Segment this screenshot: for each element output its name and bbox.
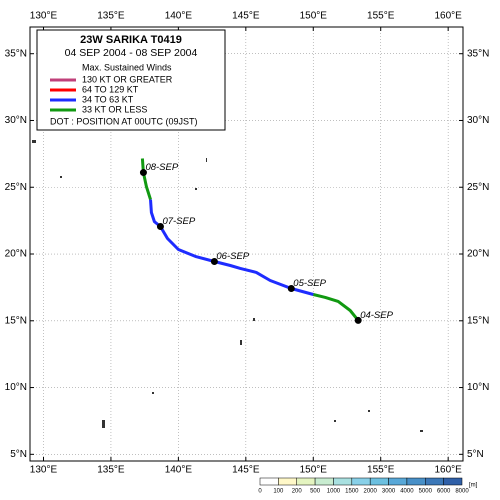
position-dot — [354, 316, 362, 324]
x-tick-label: 160°E — [434, 465, 462, 476]
y-tick-label: 35°N — [5, 48, 27, 59]
position-dot — [139, 169, 147, 177]
position-label: 05-SEP — [293, 278, 326, 289]
x-tick-label: 160°E — [434, 11, 462, 22]
legend-heading: Max. Sustained Winds — [82, 62, 172, 72]
colorbar: 0 100 200 500 1000 1500 2000 3000 4000 5000 6000 80… — [258, 477, 478, 495]
colorbar-cell — [406, 477, 426, 486]
y-tick-label: 5°N — [10, 449, 27, 460]
x-tick-label: 145°E — [232, 465, 260, 476]
legend-label: 130 KT OR GREATER — [82, 74, 173, 84]
position-dot — [287, 284, 295, 292]
colorbar-label: 4000 — [400, 489, 414, 495]
x-tick-label: 140°E — [165, 11, 193, 22]
y-tick-label: 25°N — [467, 182, 489, 193]
colorbar-label: 1000 — [327, 489, 341, 495]
colorbar-cell — [259, 477, 279, 486]
colorbar-cell — [314, 477, 334, 486]
colorbar-label: 500 — [310, 489, 321, 495]
x-tick-label: 130°E — [30, 11, 58, 22]
position-label: 04-SEP — [360, 310, 393, 321]
colorbar-cell — [388, 477, 408, 486]
y-tick-label: 10°N — [5, 382, 27, 393]
y-tick-label: 15°N — [467, 315, 489, 326]
colorbar-label: 0 — [258, 489, 262, 495]
colorbar-cell — [425, 477, 444, 486]
islands — [32, 140, 423, 432]
x-tick-label: 150°E — [300, 11, 328, 22]
colorbar-cell — [278, 477, 297, 486]
position-label: 08-SEP — [145, 162, 178, 173]
island — [334, 420, 336, 422]
island — [60, 176, 62, 178]
track: 04-SEP 05-SEP 06-SEP 07-SEP 08-SEP — [139, 158, 394, 324]
colorbar-cell — [369, 477, 389, 486]
colorbar-label: 200 — [292, 489, 303, 495]
island — [195, 188, 197, 190]
island — [152, 392, 154, 394]
colorbar-unit: [m] — [469, 483, 478, 489]
island — [206, 158, 207, 162]
y-tick-label: 25°N — [5, 182, 27, 193]
position-dot — [156, 223, 164, 231]
x-tick-label: 135°E — [97, 11, 125, 22]
colorbar-label: 2000 — [364, 489, 378, 495]
colorbar-cell — [333, 477, 353, 486]
colorbar-label: 100 — [273, 489, 284, 495]
x-tick-label: 135°E — [97, 465, 125, 476]
legend-note: DOT : POSITION AT 00UTC (09JST) — [50, 116, 198, 126]
position-dot — [210, 257, 218, 265]
island — [240, 340, 242, 345]
x-tick-label: 155°E — [367, 465, 395, 476]
y-tick-label: 20°N — [467, 249, 489, 260]
legend-label: 64 TO 129 KT — [82, 84, 139, 94]
colorbar-label: 6000 — [437, 489, 451, 495]
island — [102, 420, 105, 428]
position-label: 06-SEP — [216, 251, 249, 262]
y-tick-label: 5°N — [467, 449, 484, 460]
colorbar-cell — [351, 477, 371, 486]
x-tick-label: 145°E — [232, 11, 260, 22]
colorbar-label: 8000 — [455, 489, 469, 495]
island — [420, 430, 423, 432]
x-tick-label: 130°E — [30, 465, 58, 476]
x-tick-label: 140°E — [165, 465, 193, 476]
colorbar-label: 5000 — [419, 489, 433, 495]
position-label: 07-SEP — [162, 216, 195, 227]
x-tick-label: 150°E — [300, 465, 328, 476]
storm-period: 04 SEP 2004 - 08 SEP 2004 — [65, 47, 198, 59]
track-segment — [149, 199, 314, 296]
legend: 23W SARIKA T0419 04 SEP 2004 - 08 SEP 20… — [36, 29, 226, 131]
storm-title: 23W SARIKA T0419 — [80, 34, 182, 46]
y-tick-label: 35°N — [467, 48, 489, 59]
y-tick-label: 30°N — [5, 115, 27, 126]
colorbar-cell — [296, 477, 316, 486]
x-tick-label: 155°E — [367, 11, 395, 22]
island — [253, 318, 255, 321]
track-segment — [140, 158, 152, 200]
y-tick-label: 20°N — [5, 249, 27, 260]
colorbar-label: 3000 — [382, 489, 396, 495]
y-tick-label: 15°N — [5, 315, 27, 326]
colorbar-cell — [443, 477, 463, 486]
legend-label: 33 KT OR LESS — [82, 104, 147, 114]
legend-label: 34 TO 63 KT — [82, 94, 134, 104]
island — [368, 410, 370, 412]
colorbar-label: 1500 — [345, 489, 359, 495]
island — [32, 140, 36, 143]
track-segment — [312, 293, 360, 322]
y-tick-label: 30°N — [467, 115, 489, 126]
y-tick-label: 10°N — [467, 382, 489, 393]
